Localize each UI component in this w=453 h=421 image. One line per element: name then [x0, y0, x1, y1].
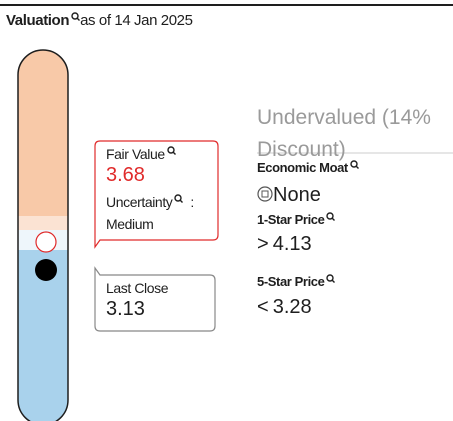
- info-icon: [167, 146, 176, 155]
- assessment-line: Discount): [257, 138, 346, 161]
- uncertainty: Medium: [106, 216, 154, 232]
- one-star-value: 4.13: [272, 233, 312, 255]
- fair-value: 3.68: [106, 164, 145, 186]
- title: Valuation: [6, 12, 70, 29]
- label: 5-Star Price: [257, 274, 325, 289]
- assessment: Undervalued (14%: [257, 106, 431, 129]
- fair-value-marker: [35, 231, 57, 253]
- label: Uncertainty: [106, 194, 173, 210]
- info-icon: [326, 212, 336, 221]
- assessment-2: Discount): [257, 138, 346, 162]
- as-of-date: as of 14 Jan 2025: [80, 12, 193, 29]
- uncertainty-label: Uncertainty :: [106, 194, 194, 210]
- label: Economic Moat: [257, 160, 348, 175]
- last-close-marker: [35, 259, 57, 281]
- moat-label: Economic Moat: [257, 160, 359, 175]
- five-star-label: 5-Star Price: [257, 274, 336, 289]
- moat-value: None: [273, 184, 321, 206]
- last-close: 3.13: [106, 298, 145, 320]
- five-star-value: 3.28: [272, 296, 312, 318]
- symbol: >: [257, 233, 269, 255]
- moat: None: [257, 184, 321, 207]
- symbol: <: [257, 296, 269, 318]
- one-star-label: 1-Star Price: [257, 212, 336, 227]
- fair-value-label: Fair Value: [106, 146, 176, 162]
- one-star: > 4.13: [257, 233, 312, 256]
- last-close-label: Last Close: [106, 280, 169, 296]
- five-star: < 3.28: [257, 296, 312, 319]
- info-icon: [326, 274, 336, 283]
- info-icon: [350, 160, 359, 169]
- info-icon: [71, 12, 81, 21]
- separator: :: [190, 194, 194, 210]
- top-rule: [0, 4, 453, 6]
- label: 1-Star Price: [257, 212, 325, 227]
- header: Valuation as of 14 Jan 2025: [6, 12, 193, 29]
- info-icon: [174, 194, 184, 203]
- moat-icon: [257, 186, 273, 202]
- label: Fair Value: [106, 146, 165, 162]
